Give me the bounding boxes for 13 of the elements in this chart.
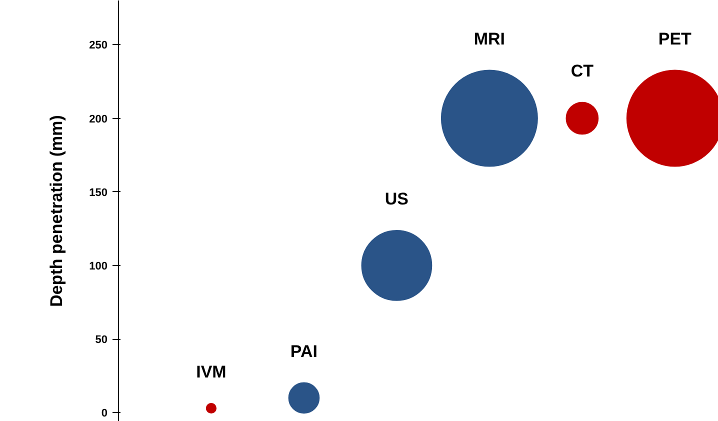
x-tick-label: IVM xyxy=(196,362,226,382)
x-tick-label: MRI xyxy=(474,29,506,48)
y-tick-label: 100 xyxy=(89,260,108,272)
x-tick-label: PAI xyxy=(290,342,318,361)
x-tick-label: CT xyxy=(570,61,594,80)
y-tick-label: 150 xyxy=(89,186,108,199)
y-tick-label: 250 xyxy=(89,40,108,52)
y-tick-label: 0 xyxy=(101,408,108,420)
y-tick-label: 200 xyxy=(89,113,108,126)
x-tick-label: US xyxy=(384,190,409,209)
y-tick-label: 50 xyxy=(95,334,108,346)
y-axis-title: Depth penetration (mm) xyxy=(47,115,66,307)
x-tick-label: PET xyxy=(658,29,692,48)
